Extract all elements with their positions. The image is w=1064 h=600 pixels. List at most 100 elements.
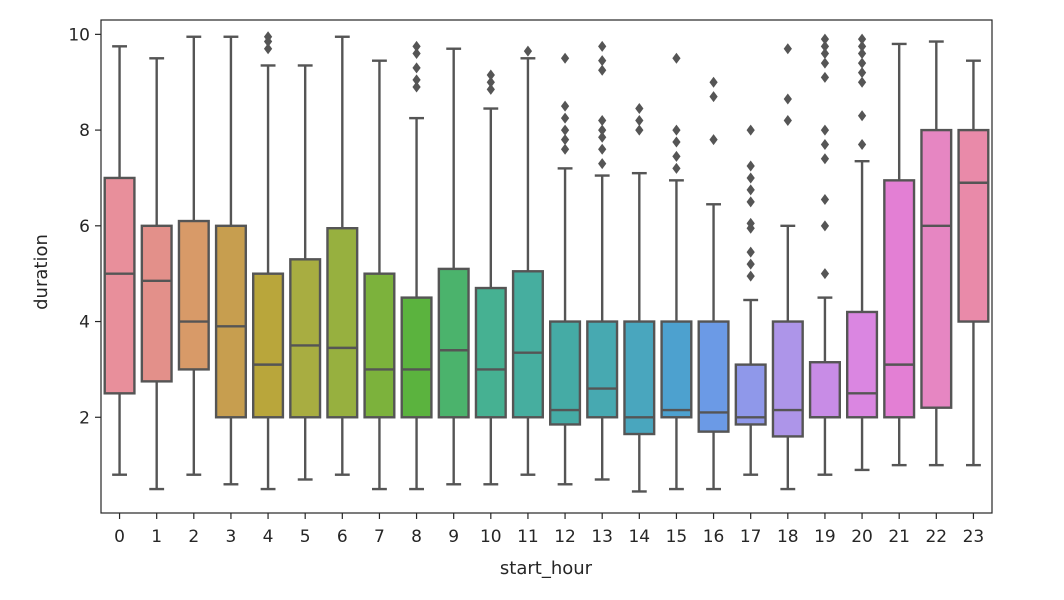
outlier-point xyxy=(746,258,755,270)
box-group-0 xyxy=(103,45,136,476)
x-tick-label: 0 xyxy=(114,527,125,547)
box-group-11 xyxy=(511,45,544,476)
outlier-point xyxy=(412,62,421,74)
outlier-point xyxy=(560,112,570,124)
outlier-point xyxy=(523,45,533,57)
x-tick-label: 16 xyxy=(703,527,725,547)
box-group-18 xyxy=(771,43,804,491)
outlier-point xyxy=(857,110,867,122)
outlier-point xyxy=(746,184,755,196)
outlier-point xyxy=(412,48,421,60)
iqr-box xyxy=(326,227,359,419)
outlier-point xyxy=(412,40,421,52)
x-tick-label: 22 xyxy=(925,527,947,547)
outlier-point xyxy=(598,64,607,76)
outlier-point xyxy=(709,91,718,103)
iqr-box xyxy=(400,296,433,419)
iqr-box xyxy=(103,176,136,395)
x-axis-label: start_hour xyxy=(500,558,593,579)
iqr-box xyxy=(697,320,730,433)
outlier-point xyxy=(857,40,867,52)
iqr-box xyxy=(140,224,173,383)
y-tick-label: 2 xyxy=(79,408,90,428)
outlier-point xyxy=(857,76,867,88)
outlier-point xyxy=(598,115,607,127)
box-group-5 xyxy=(289,64,322,481)
outlier-point xyxy=(598,40,607,52)
x-tick-label: 3 xyxy=(226,527,237,547)
outlier-point xyxy=(412,74,421,86)
box-group-8 xyxy=(400,40,433,491)
outlier-point xyxy=(672,52,681,64)
outlier-point xyxy=(820,33,830,45)
outlier-point xyxy=(820,40,830,52)
outlier-point xyxy=(820,71,830,83)
outlier-point xyxy=(598,143,607,155)
outlier-point xyxy=(746,246,755,258)
box-group-15 xyxy=(660,52,693,491)
x-tick-label: 1 xyxy=(151,527,162,547)
outlier-point xyxy=(560,52,570,64)
outlier-point xyxy=(486,83,495,95)
box-group-23 xyxy=(957,59,990,467)
outlier-point xyxy=(672,136,681,148)
iqr-box xyxy=(623,320,656,436)
outlier-point xyxy=(820,138,830,150)
outlier-point xyxy=(820,153,830,165)
outlier-point xyxy=(598,124,607,136)
box-group-20 xyxy=(846,33,879,472)
iqr-box xyxy=(586,320,619,419)
iqr-box xyxy=(808,361,841,419)
x-tick-label: 2 xyxy=(188,527,199,547)
outlier-point xyxy=(857,33,867,45)
iqr-box xyxy=(289,258,322,419)
outlier-point xyxy=(820,220,830,232)
outlier-point xyxy=(560,124,570,136)
outlier-point xyxy=(672,124,681,136)
iqr-box xyxy=(883,179,916,419)
outlier-point xyxy=(598,55,607,67)
outlier-point xyxy=(783,43,792,55)
outlier-point xyxy=(709,134,718,146)
box-group-14 xyxy=(623,103,656,493)
outlier-point xyxy=(820,124,830,136)
box-group-19 xyxy=(808,33,841,476)
outlier-point xyxy=(560,100,570,112)
outlier-point xyxy=(635,103,644,115)
iqr-box xyxy=(734,363,767,426)
x-axis: 0 1 2 3 4 5 6 7 8 9 10 11 12 13 14 15 16 17 18 19 20 21 22 23 xyxy=(114,513,984,547)
x-tick-label: 13 xyxy=(591,527,613,547)
x-tick-label: 9 xyxy=(448,527,459,547)
outlier-point xyxy=(746,196,755,208)
outlier-point xyxy=(746,160,755,172)
outlier-point xyxy=(263,43,273,55)
x-tick-label: 12 xyxy=(554,527,576,547)
box-group-7 xyxy=(363,59,396,491)
x-tick-label: 7 xyxy=(374,527,385,547)
boxes-layer xyxy=(103,31,990,493)
box-group-17 xyxy=(734,124,767,476)
x-tick-label: 23 xyxy=(963,527,985,547)
outlier-point xyxy=(263,31,273,43)
x-tick-label: 18 xyxy=(777,527,799,547)
box-group-6 xyxy=(326,35,359,476)
y-tick-label: 8 xyxy=(79,121,90,141)
y-axis-label: duration xyxy=(31,234,52,310)
x-tick-label: 21 xyxy=(888,527,910,547)
y-tick-label: 6 xyxy=(79,217,90,237)
x-tick-label: 17 xyxy=(740,527,762,547)
box-group-10 xyxy=(474,69,507,486)
iqr-box xyxy=(177,219,210,371)
outlier-point xyxy=(820,48,830,60)
box-group-3 xyxy=(214,35,247,486)
x-tick-label: 4 xyxy=(263,527,274,547)
x-tick-label: 6 xyxy=(337,527,348,547)
outlier-point xyxy=(635,115,644,127)
outlier-point xyxy=(857,138,867,150)
iqr-box xyxy=(771,320,804,438)
x-tick-label: 20 xyxy=(851,527,873,547)
outlier-point xyxy=(820,193,830,205)
x-tick-label: 14 xyxy=(628,527,650,547)
